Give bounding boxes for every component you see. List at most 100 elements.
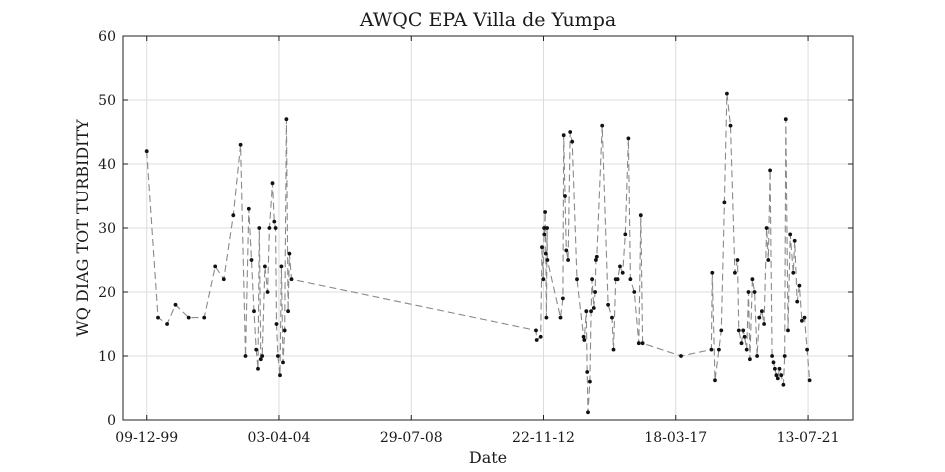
data-point [788, 232, 793, 237]
data-point [542, 232, 547, 237]
data-point [797, 283, 802, 288]
data-point [273, 226, 278, 230]
data-point [165, 322, 170, 326]
data-point [238, 142, 243, 147]
axis-ticks: 0 10 20 30 40 50 60 09-12-99 03-04-04 29-07-08 22-… [98, 29, 853, 446]
data-point [722, 200, 727, 205]
data-point [246, 206, 251, 211]
data-point [282, 328, 287, 333]
data-point [586, 410, 590, 415]
data-point [256, 366, 260, 371]
data-point [710, 270, 715, 275]
data-point [762, 322, 766, 326]
data-point [585, 370, 590, 374]
data-point [626, 136, 631, 141]
data-point [594, 254, 599, 259]
data-point [741, 328, 746, 333]
data-point [615, 277, 620, 282]
data-point [570, 139, 575, 144]
data-point [800, 318, 804, 323]
grid-lines [123, 36, 853, 420]
data-point [545, 258, 550, 262]
data-point [213, 264, 218, 269]
data-point [231, 213, 236, 218]
y-tick-label: 50 [98, 93, 116, 109]
data-point [202, 315, 207, 320]
data-point [260, 354, 265, 358]
data-point [770, 354, 774, 358]
data-point [274, 322, 279, 326]
data-point [760, 309, 764, 314]
data-point [279, 264, 284, 269]
data-point [709, 347, 714, 352]
data-point [561, 296, 565, 301]
data-point [564, 248, 569, 253]
data-point [591, 306, 596, 310]
data-point [728, 123, 733, 128]
data-point [534, 328, 538, 333]
data-point [566, 258, 570, 262]
data-point [258, 357, 263, 362]
x-tick-label: 18-03-17 [644, 430, 707, 446]
data-point [766, 258, 771, 262]
x-tick-label: 03-04-04 [248, 430, 311, 446]
data-point [272, 219, 277, 224]
data-point [755, 354, 759, 358]
data-point [805, 347, 809, 352]
data-point [733, 270, 737, 275]
series-line-path [146, 93, 811, 413]
data-point [581, 334, 586, 339]
y-axis-label: WQ DIAG TOT TURBIDITY [73, 119, 92, 337]
data-point [792, 238, 797, 243]
y-tick-label: 10 [98, 349, 116, 365]
data-point [144, 149, 149, 154]
data-point [543, 251, 548, 256]
data-point [584, 309, 589, 314]
data-point [610, 315, 614, 320]
data-point [541, 277, 546, 282]
data-point [263, 264, 267, 269]
data-point [593, 290, 597, 294]
data-point [764, 226, 769, 230]
x-tick-label: 13-07-21 [777, 430, 840, 446]
data-point [590, 277, 594, 282]
data-point [287, 251, 292, 256]
data-point [748, 357, 752, 362]
data-point [281, 360, 285, 365]
data-point [632, 290, 637, 294]
y-tick-label: 40 [98, 157, 116, 173]
data-point [563, 194, 567, 198]
data-point [783, 117, 788, 122]
data-point [534, 338, 539, 342]
data-point [775, 376, 780, 381]
data-point [752, 290, 757, 294]
data-point [582, 338, 587, 342]
data-point [771, 360, 776, 365]
data-point [736, 328, 741, 333]
data-point [568, 130, 573, 134]
data-point [620, 270, 625, 275]
data-point [679, 354, 683, 358]
data-point [561, 133, 566, 138]
data-point [779, 373, 784, 378]
data-point [558, 315, 563, 320]
data-point [623, 232, 628, 237]
data-point [270, 181, 275, 186]
data-point [606, 302, 610, 307]
data-point [289, 277, 294, 282]
data-point [254, 347, 259, 352]
data-point [786, 328, 790, 333]
data-point [791, 270, 796, 275]
data-point [757, 315, 762, 320]
data-point [781, 382, 786, 387]
data-point [542, 226, 546, 230]
data-point [221, 277, 226, 282]
series-line [146, 93, 811, 413]
data-point [243, 354, 248, 358]
data-point [545, 226, 549, 230]
y-tick-label: 20 [98, 285, 116, 301]
data-point [284, 117, 289, 122]
data-point [186, 315, 191, 320]
data-point [744, 347, 749, 352]
